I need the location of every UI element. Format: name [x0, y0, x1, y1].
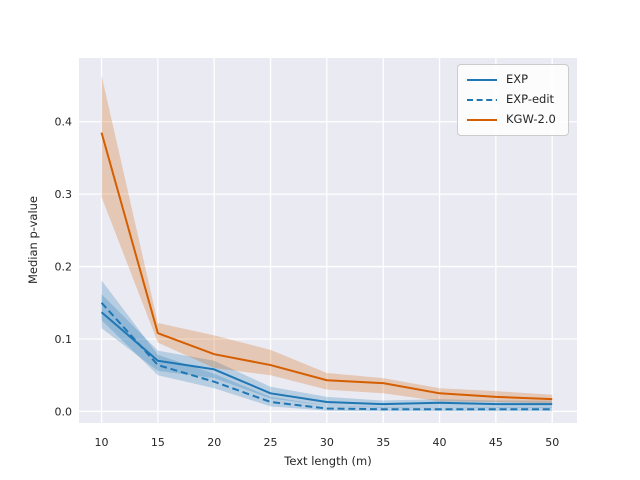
legend-label: KGW-2.0 [506, 112, 556, 127]
y-tick-label: 0.1 [55, 333, 73, 346]
legend-item-kgw-2-0: KGW-2.0 [467, 113, 556, 126]
x-tick-label: 25 [264, 436, 278, 449]
series-line-exp [100, 311, 553, 406]
legend-item-exp: EXP [467, 72, 556, 86]
x-axis-label: Text length (m) [284, 454, 372, 468]
legend-label: EXP [506, 72, 529, 86]
x-tick-label: 20 [207, 436, 221, 449]
y-tick-label: 0.2 [55, 261, 73, 274]
confidence-band-exp-edit [101, 280, 553, 412]
series-line-kgw-2-0 [100, 132, 553, 401]
x-tick-label: 30 [320, 436, 334, 449]
legend-line-sample-kgw-2-0 [467, 119, 497, 122]
y-axis-label: Median p-value [26, 195, 40, 285]
x-tick-label: 35 [376, 436, 390, 449]
x-tick-label: 15 [151, 436, 165, 449]
x-tick-label: 50 [545, 436, 559, 449]
legend-line-sample-exp [467, 78, 497, 81]
legend-label: EXP-edit [506, 92, 555, 107]
y-tick-label: 0.3 [55, 188, 73, 201]
y-tick-label: 0.0 [55, 405, 73, 418]
y-tick-label: 0.4 [55, 116, 73, 129]
legend-item-exp-edit: EXP-edit [467, 92, 556, 107]
x-tick-label: 45 [489, 436, 503, 449]
legend-line-sample-exp-edit [467, 98, 497, 101]
series-line-exp-edit [100, 302, 553, 411]
x-tick-label: 40 [433, 436, 447, 449]
x-tick-label: 10 [95, 436, 109, 449]
legend: EXP EXP-edit KGW-2.0 [457, 64, 569, 136]
